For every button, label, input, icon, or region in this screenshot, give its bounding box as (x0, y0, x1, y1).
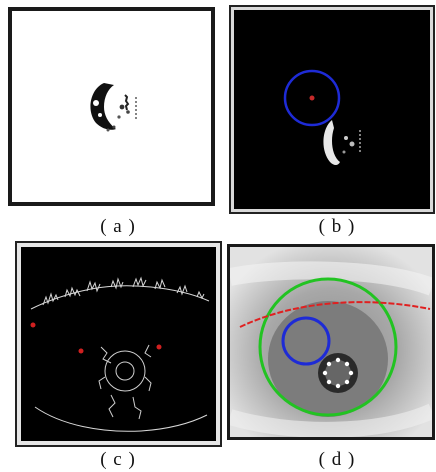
circle-center-marker (309, 95, 315, 101)
pupil-highlight (323, 120, 361, 165)
panel-c-edge-map (15, 241, 222, 447)
pupil-edges (98, 344, 152, 420)
iris-circle (258, 277, 398, 417)
corner-markers (30, 322, 162, 354)
panel-b-graphic (283, 69, 361, 165)
panel-a-graphic (90, 83, 137, 132)
caption-d: ( d ) (318, 449, 356, 470)
panel-c-graphic (30, 276, 210, 432)
detected-circle (283, 69, 341, 127)
pupil-blob (90, 83, 137, 132)
pupil-circle (281, 316, 331, 366)
caption-c: ( c ) (100, 449, 136, 470)
panel-b-detection (229, 5, 435, 214)
eyelid-edges (30, 276, 210, 432)
panel-a-binary-image (8, 7, 215, 206)
panel-d-graphic (230, 247, 432, 437)
caption-b: ( b ) (318, 216, 356, 237)
caption-a: ( a ) (100, 216, 136, 237)
panel-d-eye-result (227, 244, 435, 440)
pupil-with-reflections (318, 353, 358, 393)
eyelid-curve (239, 301, 431, 328)
